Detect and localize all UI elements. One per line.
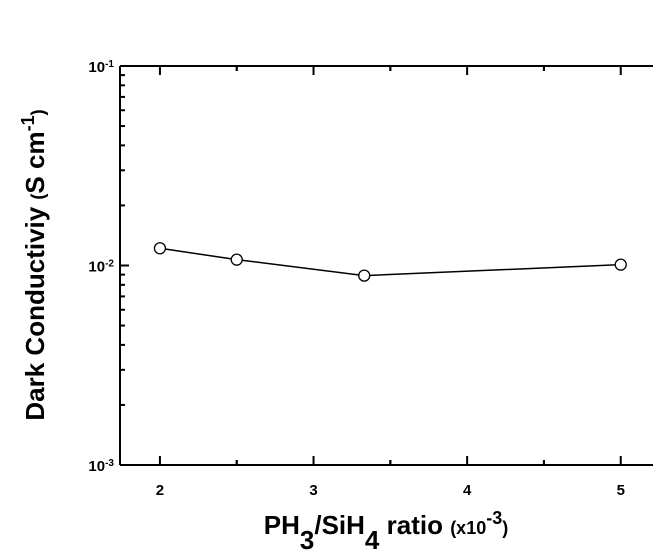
data-line <box>160 248 621 275</box>
y-axis-label: Dark Conductiviy (S cm-1) <box>18 109 50 420</box>
y-tick-exponent: -1 <box>105 59 114 70</box>
chart: PH3/SiH4 ratio (x10-3) Dark Conductiviy … <box>0 0 653 555</box>
label-part: ratio <box>379 510 450 540</box>
x-tick-label: 3 <box>309 482 317 499</box>
label-part: 3 <box>300 525 314 555</box>
label-part: 4 <box>365 525 380 555</box>
y-tick-base: 10 <box>88 259 105 276</box>
y-tick-base: 10 <box>88 59 105 76</box>
y-tick-exponent: -2 <box>105 258 114 269</box>
x-tick-label: 2 <box>156 482 164 499</box>
label-part: -3 <box>486 508 502 528</box>
label-part: (x10 <box>450 518 486 538</box>
data-point <box>231 254 242 265</box>
data-point <box>615 259 626 270</box>
data-point <box>359 270 370 281</box>
x-tick-label: 4 <box>463 482 472 499</box>
y-tick-label: 10-3 <box>88 458 114 476</box>
label-part: Dark Conductiviy <box>20 200 50 421</box>
x-axis-label: PH3/SiH4 ratio (x10-3) <box>264 508 508 555</box>
label-part: ) <box>28 109 48 115</box>
label-part: S cm <box>20 131 50 193</box>
label-part: ) <box>502 518 508 538</box>
y-tick-base: 10 <box>88 458 105 475</box>
y-tick-label: 10-2 <box>88 258 114 276</box>
y-tick-label: 10-1 <box>88 59 114 77</box>
label-part: -1 <box>18 115 38 131</box>
y-tick-exponent: -3 <box>105 458 114 469</box>
data-point <box>154 243 165 254</box>
label-part: /SiH <box>314 510 365 540</box>
label-part: PH <box>264 510 300 540</box>
x-tick-label: 5 <box>617 482 625 499</box>
